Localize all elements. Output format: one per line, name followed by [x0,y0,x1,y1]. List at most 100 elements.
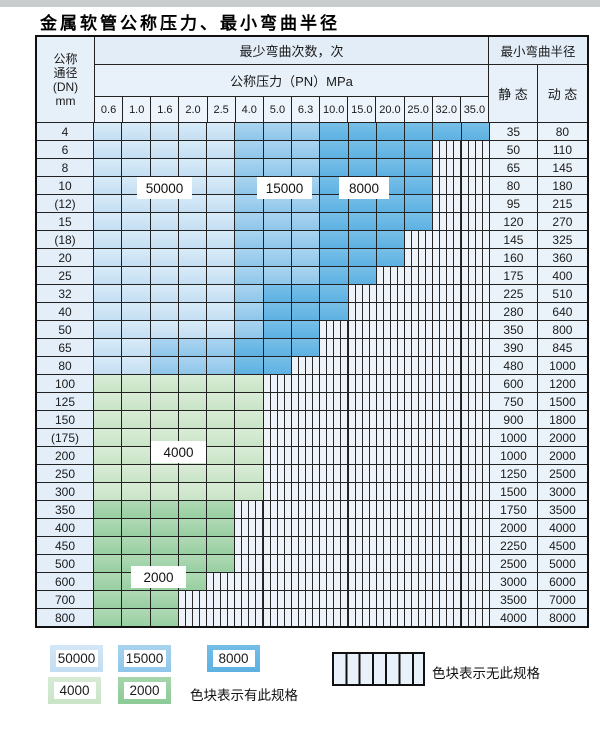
no-spec-cell [348,285,377,302]
spec-cell-50000 [122,231,151,248]
no-spec-cell [405,303,434,320]
no-spec-cell [461,573,490,590]
spec-cell-50000 [178,249,208,266]
spec-cell-4000 [178,411,208,428]
spec-cell-2000 [150,591,179,608]
no-spec-cell [433,177,462,194]
spec-cell-50000 [94,249,123,266]
spec-cell-50000 [178,285,208,302]
no-spec-cell [461,609,490,626]
static-radius-value: 2250 [489,537,538,554]
dn-label: 400 [37,519,94,536]
table-row-dn-175: (175) 1000 2000 [37,428,587,446]
no-spec-cell [376,303,406,320]
spec-cell-50000 [94,141,123,158]
no-spec-cell [348,303,377,320]
spec-cell-50000 [207,141,236,158]
legend-swatch-4000: 4000 [48,677,101,704]
dynamic-radius-value: 800 [537,321,587,338]
table-row-dn-15: 15 120 270 [37,212,587,230]
no-spec-cell [405,249,434,266]
dynamic-radius-value: 8000 [537,609,587,626]
no-spec-cell [348,537,377,554]
spec-cell-50000 [150,321,179,338]
table-row-dn-350: 350 1750 3500 [37,500,587,518]
dn-label: 500 [37,555,94,572]
no-spec-cell [433,447,462,464]
spec-cell-8000 [376,123,406,140]
no-spec-cell [348,501,377,518]
no-spec-cell [461,429,490,446]
spec-cell-50000 [122,249,151,266]
no-spec-cell [320,483,349,500]
no-spec-cell [263,519,292,536]
table-body: 4 35 80 6 50 110 8 65 145 10 80 180 (12) 95 215 15 120 27… [37,122,587,626]
spec-cell-2000 [178,537,208,554]
no-spec-cell [433,321,462,338]
spec-cell-4000 [207,411,236,428]
dn-label: 10 [37,177,94,194]
spec-cell-8000 [348,141,377,158]
no-spec-cell [433,159,462,176]
no-spec-cell [263,573,292,590]
no-spec-cell [461,321,490,338]
spec-cell-8000 [320,123,349,140]
spec-cell-15000 [235,249,264,266]
no-spec-cell [291,501,321,518]
pressure-column-header: 2.0 [179,97,208,122]
dynamic-radius-value: 510 [537,285,587,302]
no-spec-cell [461,375,490,392]
no-spec-cell [207,573,236,590]
spec-cell-2000 [207,519,236,536]
dynamic-radius-value: 325 [537,231,587,248]
spec-cell-2000 [94,537,123,554]
spec-cell-50000 [122,159,151,176]
spec-cell-8000 [320,249,349,266]
pressure-column-header: 0.6 [95,97,124,122]
band-label-8000: 8000 [339,177,389,199]
spec-cell-50000 [150,213,179,230]
no-spec-cell [433,141,462,158]
no-spec-cell [376,321,406,338]
no-spec-cell [291,537,321,554]
spec-cell-50000 [207,195,236,212]
spec-cell-8000 [263,285,292,302]
static-radius-value: 80 [489,177,538,194]
band-label-2000: 2000 [131,566,186,588]
spec-cell-15000 [178,339,208,356]
spec-cell-50000 [94,267,123,284]
dn-label: 350 [37,501,94,518]
spec-cell-50000 [122,285,151,302]
no-spec-cell [433,501,462,518]
legend-swatch-8000: 8000 [207,645,260,672]
spec-cell-15000 [263,123,292,140]
no-spec-cell [461,231,490,248]
pressure-column-header: 1.0 [123,97,152,122]
no-spec-cell [235,501,264,518]
spec-cell-50000 [178,321,208,338]
spec-cell-50000 [150,303,179,320]
spec-cell-15000 [235,231,264,248]
static-radius-value: 3000 [489,573,538,590]
table-row-dn-50: 50 350 800 [37,320,587,338]
dynamic-radius-value: 1000 [537,357,587,374]
spec-cell-2000 [178,519,208,536]
spec-cell-50000 [150,249,179,266]
no-spec-cell [433,609,462,626]
no-spec-cell [320,393,349,410]
spec-cell-50000 [94,339,123,356]
no-spec-cell [405,537,434,554]
no-spec-cell [461,411,490,428]
no-spec-cell [291,429,321,446]
spec-cell-50000 [122,267,151,284]
spec-cell-15000 [291,213,321,230]
no-spec-cell [461,213,490,230]
pressure-column-header: 2.5 [208,97,236,122]
no-spec-cell [461,555,490,572]
spec-cell-50000 [150,285,179,302]
spec-cell-50000 [122,195,151,212]
header-nominal-pressure: 公称压力（PN）MPa [95,65,488,97]
spec-cell-50000 [122,141,151,158]
spec-cell-8000 [376,195,406,212]
static-radius-value: 1500 [489,483,538,500]
